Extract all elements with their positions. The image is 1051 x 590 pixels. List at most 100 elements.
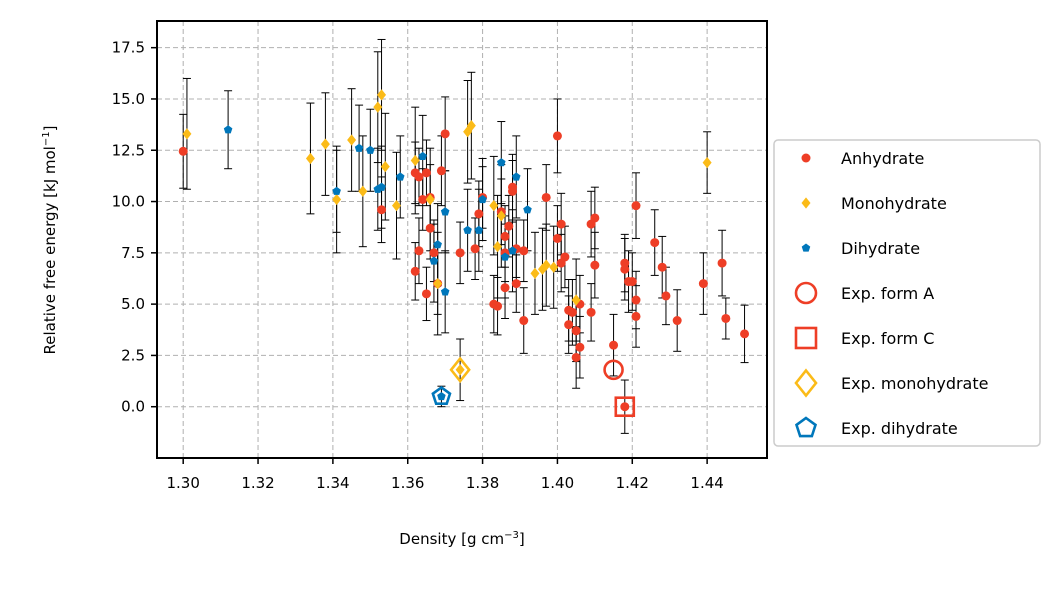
dihydrate-point: [433, 240, 442, 249]
dihydrate-point: [332, 186, 341, 195]
dihydrate-point: [418, 151, 427, 161]
dihydrate-point: [511, 172, 521, 181]
monohydrate-point: [455, 364, 465, 376]
y-tick-label: 12.5: [112, 141, 145, 159]
dihydrate-point: [437, 391, 446, 401]
monohydrate-point: [347, 134, 357, 146]
dihydrate-point: [500, 252, 510, 261]
anhydrate-point: [500, 231, 510, 241]
anhydrate-point: [511, 279, 521, 289]
anhydrate-point: [567, 307, 577, 317]
anhydrate-point: [414, 172, 424, 182]
monohydrate-point: [463, 126, 473, 138]
exp-form-a-point: [603, 359, 624, 381]
dihydrate-point: [429, 256, 439, 265]
legend-marker-exp-monohydrate: [794, 368, 818, 398]
anhydrate-point: [556, 219, 566, 229]
x-tick-label: 1.32: [241, 474, 274, 492]
monohydrate-point: [377, 89, 387, 101]
exp-form-c-point: [614, 396, 636, 418]
y-tick-label: 5.0: [121, 295, 145, 313]
anhydrate-point: [519, 316, 529, 326]
legend-box: [773, 139, 1041, 447]
anhydrate-point: [620, 258, 630, 268]
anhydrate-point: [455, 248, 465, 258]
monohydrate-point: [496, 210, 506, 222]
dihydrate-point: [354, 143, 364, 152]
legend-label-exp-monohydrate: Exp. monohydrate: [841, 374, 988, 393]
anhydrate-point: [586, 307, 596, 317]
dihydrate-point: [463, 225, 472, 234]
legend-marker-exp-form-a: [794, 281, 818, 305]
legend-label-dihydrate: Dihydrate: [841, 239, 920, 258]
y-tick-label: 17.5: [112, 39, 145, 57]
anhydrate-point: [474, 209, 484, 219]
dihydrate-point: [440, 207, 450, 216]
y-axis-ticks: 0.0 2.5 5.0 7.5 10.0 12.5 15.0 17.5: [112, 39, 157, 416]
anhydrate-point: [575, 342, 585, 352]
anhydrate-point: [717, 258, 727, 268]
anhydrate-point: [410, 266, 420, 276]
dihydrate-point: [474, 225, 484, 234]
anhydrate-point: [178, 146, 188, 156]
monohydrate-point: [305, 152, 315, 165]
x-axis-label: Density [g cm−3]: [399, 530, 524, 548]
anhydrate-point: [414, 246, 424, 256]
dihydrate-point: [478, 194, 487, 204]
x-tick-label: 1.38: [466, 474, 499, 492]
grid-lines: [157, 21, 767, 458]
monohydrate-point: [530, 267, 540, 279]
anhydrate-point: [627, 277, 637, 287]
dihydrate-point: [366, 145, 375, 154]
x-axis-ticks: 1.30 1.32 1.34 1.36 1.38 1.40 1.42 1.44: [166, 458, 724, 492]
monohydrate-point: [358, 185, 368, 197]
legend-label-exp-form-a: Exp. form A: [841, 284, 934, 303]
anhydrate-point: [590, 213, 600, 223]
anhydrate-point: [631, 295, 641, 305]
legend: Anhydrate Monohydrate Dihydrate Exp. form A…: [773, 139, 1041, 447]
x-tick-label: 1.40: [541, 474, 574, 492]
anhydrate-point: [740, 329, 750, 339]
anhydrate-point: [721, 313, 731, 323]
legend-marker-exp-dihydrate: [794, 416, 818, 438]
y-tick-label: 15.0: [112, 90, 145, 108]
exp-monohydrate-point: [449, 356, 471, 384]
anhydrate-point: [552, 131, 562, 141]
anhydrate-point: [421, 289, 431, 299]
monohydrate-point: [410, 154, 420, 167]
y-tick-label: 10.0: [112, 193, 145, 211]
anhydrate-point: [698, 279, 708, 289]
anhydrate-point: [620, 264, 630, 274]
monohydrate-point: [425, 193, 435, 206]
x-tick-label: 1.42: [616, 474, 649, 492]
dihydrate-point: [523, 205, 532, 214]
anhydrate-point: [556, 258, 566, 268]
dihydrate-point: [377, 182, 386, 191]
anhydrate-point: [436, 166, 446, 176]
anhydrate-point: [650, 238, 660, 248]
anhydrate-point: [377, 205, 387, 215]
legend-marker-dihydrate: [801, 243, 811, 252]
anhydrate-point: [672, 316, 682, 326]
dihydrate-point: [508, 246, 517, 255]
y-tick-label: 0.0: [121, 398, 145, 416]
anhydrate-point: [508, 186, 518, 196]
legend-label-anhydrate: Anhydrate: [841, 149, 924, 168]
monohydrate-point: [541, 259, 551, 271]
anhydrate-point: [571, 326, 581, 336]
anhydrate-point: [504, 221, 514, 231]
monohydrate-point: [332, 193, 342, 206]
anhydrate-point: [631, 201, 641, 211]
legend-label-monohydrate: Monohydrate: [841, 194, 947, 213]
anhydrate-point: [609, 340, 619, 350]
anhydrate-point: [421, 168, 431, 178]
monohydrate-point: [549, 261, 559, 273]
y-axis-label: Relative free energy [kJ mol−1]: [41, 126, 59, 355]
monohydrate-point: [571, 294, 581, 306]
x-tick-label: 1.30: [166, 474, 199, 492]
dihydrate-point: [497, 158, 506, 167]
monohydrate-point: [373, 101, 383, 113]
monohydrate-point: [392, 200, 402, 212]
legend-marker-monohydrate: [801, 197, 811, 209]
